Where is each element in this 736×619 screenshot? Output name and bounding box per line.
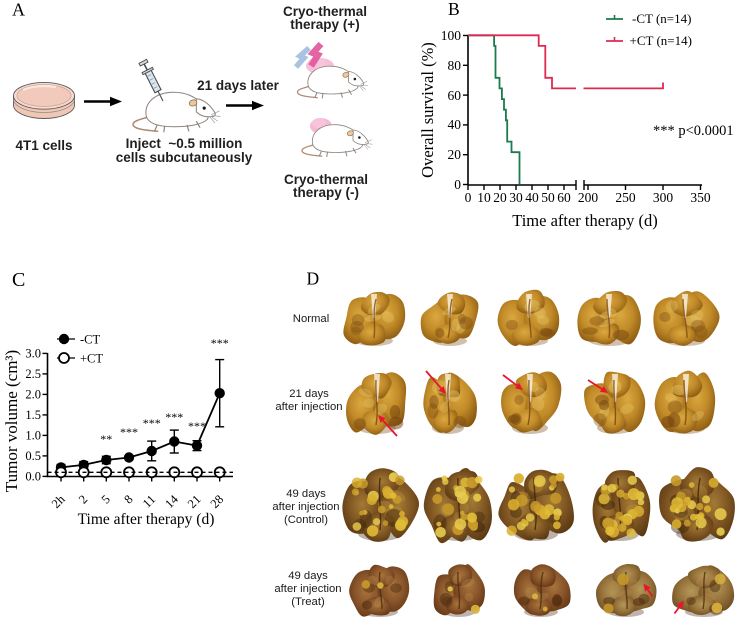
svg-text:***: *** [143,416,161,430]
svg-text:60: 60 [557,190,571,205]
svg-text:***: *** [165,410,183,424]
svg-text:***: *** [211,336,229,350]
svg-text:-CT (n=14): -CT (n=14) [632,11,691,26]
svg-text:40: 40 [525,190,539,205]
svg-text:*** p<0.0001: *** p<0.0001 [653,123,734,139]
svg-text:50: 50 [541,190,555,205]
svg-text:cells subcutaneously: cells subcutaneously [116,150,253,165]
svg-text:D: D [307,269,320,289]
svg-text:Normal: Normal [293,313,329,325]
svg-text:***: *** [120,425,138,439]
svg-text:C: C [12,269,25,291]
svg-text:4T1 cells: 4T1 cells [15,138,72,153]
svg-text:3.0: 3.0 [25,347,41,361]
svg-text:after injection: after injection [275,401,342,413]
svg-text:therapy (+): therapy (+) [290,17,359,32]
svg-text:2.0: 2.0 [25,388,41,402]
svg-text:2h: 2h [49,492,68,511]
svg-text:350: 350 [690,190,711,205]
svg-text:B: B [448,0,460,19]
svg-text:0: 0 [465,190,472,205]
svg-text:after injection: after injection [274,583,341,595]
svg-text:(Treat): (Treat) [291,596,325,608]
svg-text:***: *** [188,419,206,433]
svg-text:10: 10 [477,190,491,205]
svg-text:0.0: 0.0 [25,470,41,484]
svg-text:200: 200 [578,190,599,205]
svg-text:250: 250 [615,190,636,205]
svg-text:Tumor volume (cm³): Tumor volume (cm³) [2,350,21,492]
svg-text:21: 21 [185,492,204,511]
svg-text:60: 60 [448,88,462,103]
svg-text:80: 80 [448,58,462,73]
svg-text:2.5: 2.5 [25,367,41,381]
svg-text:Cryo-thermal: Cryo-thermal [284,172,368,187]
svg-text:21 days later: 21 days later [197,78,280,93]
svg-text:14: 14 [162,492,181,511]
svg-text:Time after therapy (d): Time after therapy (d) [78,511,215,528]
svg-text:0: 0 [454,177,461,192]
svg-text:28: 28 [208,492,227,511]
svg-text:49 days: 49 days [288,570,328,582]
svg-text:0.5: 0.5 [25,449,41,463]
svg-text:49 days: 49 days [286,488,326,500]
svg-text:20: 20 [493,190,507,205]
svg-text:**: ** [100,432,112,446]
svg-text:1.0: 1.0 [25,429,41,443]
svg-text:therapy (-): therapy (-) [293,185,359,200]
svg-text:300: 300 [653,190,674,205]
svg-text:Time after therapy (d): Time after therapy (d) [512,211,658,230]
svg-text:Overall survival (%): Overall survival (%) [418,42,437,178]
svg-text:21 days: 21 days [289,388,329,400]
svg-text:20: 20 [448,147,462,162]
svg-text:Inject ~0.5 million: Inject ~0.5 million [126,136,243,151]
svg-text:(Control): (Control) [284,514,328,526]
svg-text:5: 5 [99,492,113,506]
svg-text:after injection: after injection [272,501,339,513]
svg-text:A: A [12,0,25,20]
svg-text:Cryo-thermal: Cryo-thermal [283,4,367,19]
svg-text:1.5: 1.5 [25,408,41,422]
svg-text:8: 8 [121,492,135,506]
svg-text:100: 100 [441,28,462,43]
svg-text:11: 11 [140,492,158,510]
svg-text:2: 2 [76,492,90,506]
svg-text:+CT: +CT [80,352,103,366]
svg-text:-CT: -CT [80,333,101,347]
svg-text:+CT (n=14): +CT (n=14) [630,33,692,48]
svg-text:40: 40 [448,117,462,132]
svg-text:30: 30 [509,190,523,205]
